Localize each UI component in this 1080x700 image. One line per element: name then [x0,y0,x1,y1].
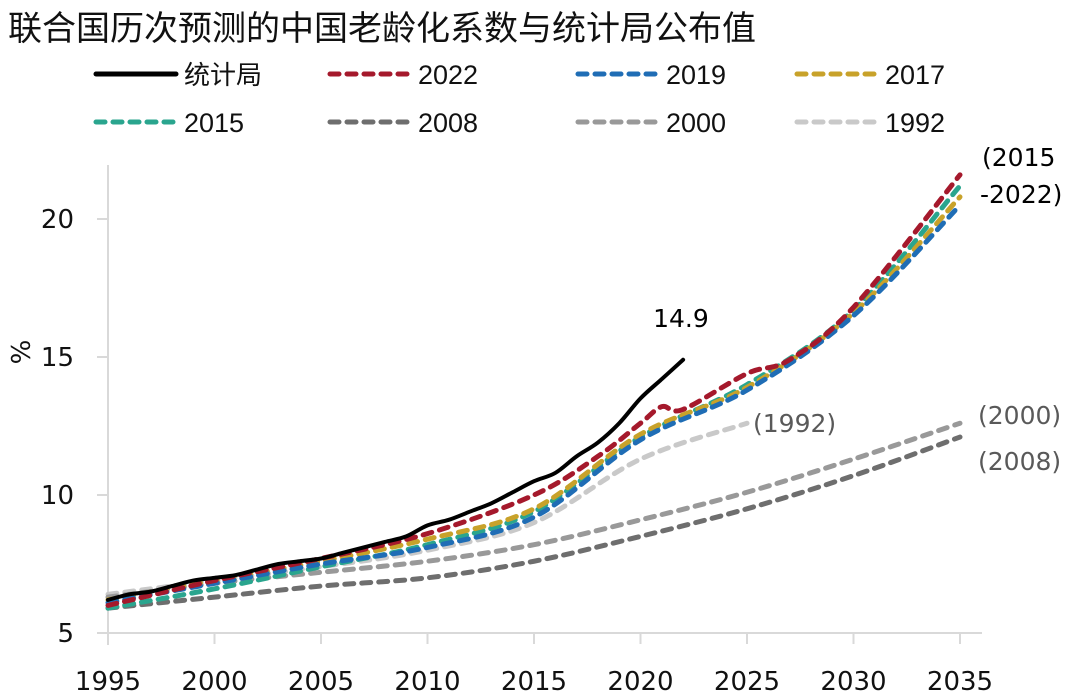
axes: 5 10 15 20 1995 2000 2005 2010 2015 2020 2025 2030 2… [41,165,993,697]
annotation-label: (1992) [753,409,836,438]
annotation-label: (2008) [978,447,1061,476]
x-tick-label: 2025 [714,667,780,697]
legend-item-2022[interactable]: 2022 [327,60,478,90]
legend-item-2000[interactable]: 2000 [575,108,726,138]
legend-item-2015[interactable]: 2015 [93,108,244,138]
legend-label: 2015 [184,108,244,138]
legend-item-1992[interactable]: 1992 [794,108,945,138]
x-tick-label: 2000 [181,667,247,697]
series-line-1992 [105,420,750,597]
x-tick-label: 2030 [820,667,886,697]
series-line-2017 [105,194,963,603]
x-tick-label: 2010 [394,667,460,697]
legend-item-2019[interactable]: 2019 [575,60,726,90]
series-group [105,172,963,611]
legend: 统计局 2022 2019 2017 2015 2008 2000 1992 [93,60,945,138]
x-tick-label: 2015 [501,667,567,697]
legend-label: 2008 [418,108,478,138]
legend-item-2017[interactable]: 2017 [794,60,945,90]
annotation-label: (2000) [978,401,1061,430]
y-tick-label: 10 [41,481,74,511]
y-tick-label: 20 [41,205,74,235]
legend-item-统计局[interactable]: 统计局 [93,61,262,91]
legend-label: 2022 [418,60,478,90]
legend-item-2008[interactable]: 2008 [327,108,478,138]
series-line-2022 [105,172,963,608]
series-line-统计局 [106,357,686,602]
legend-label: 2000 [666,108,726,138]
annotation-label: -2022) [980,180,1062,209]
annotations: 14.9 (1992) (2015 -2022) (2000) (2008) [653,143,1062,476]
annotation-label: 14.9 [653,304,709,333]
x-tick-label: 2020 [607,667,673,697]
x-tick-label: 1995 [75,667,141,697]
legend-label: 统计局 [184,61,262,91]
legend-label: 2017 [885,60,945,90]
y-tick-label: 15 [41,343,74,373]
series-line-2019 [105,202,963,606]
x-tick-label: 2035 [927,667,993,697]
y-tick-label: 5 [57,619,74,649]
y-axis-label: % [7,340,37,365]
legend-label: 1992 [885,108,945,138]
chart-title: 联合国历次预测的中国老龄化系数与统计局公布值 [8,9,756,49]
annotation-label: (2015 [982,143,1055,172]
x-tick-label: 2005 [288,667,354,697]
legend-label: 2019 [666,60,726,90]
